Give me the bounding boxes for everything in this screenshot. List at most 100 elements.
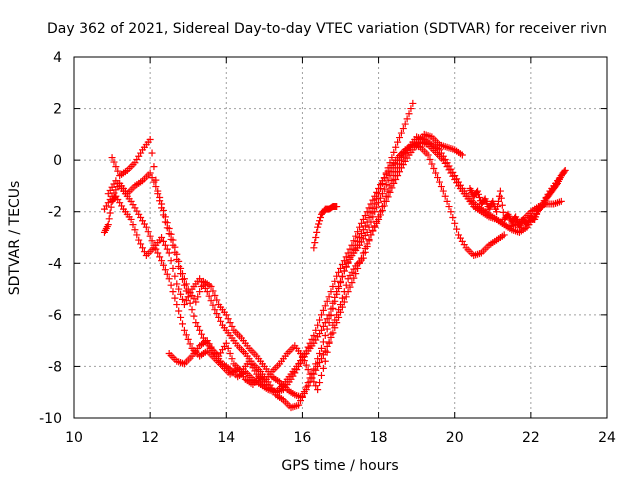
data-point — [428, 160, 436, 168]
data-point — [154, 187, 162, 195]
x-tick-label: 24 — [598, 430, 616, 446]
data-point — [451, 219, 459, 227]
data-point — [173, 250, 181, 258]
data-point — [209, 301, 217, 309]
data-point — [182, 280, 190, 288]
y-tick-label: -6 — [48, 308, 62, 324]
data-point — [298, 393, 306, 401]
data-point — [388, 177, 396, 185]
data-point — [445, 203, 453, 211]
data-point — [105, 215, 113, 223]
data-point — [146, 136, 154, 144]
data-point — [390, 172, 398, 180]
data-point — [158, 257, 166, 265]
y-tick-label: -8 — [48, 359, 62, 375]
data-point — [175, 307, 183, 315]
data-point — [375, 199, 383, 207]
data-point — [329, 329, 337, 337]
data-point — [367, 209, 375, 217]
data-point — [407, 105, 415, 113]
data-point — [327, 305, 335, 313]
data-point — [346, 283, 354, 291]
data-point — [175, 257, 183, 265]
data-point — [169, 236, 177, 244]
data-point — [148, 149, 156, 157]
y-tick-label: -10 — [39, 411, 62, 427]
data-point — [354, 264, 362, 272]
data-point — [348, 241, 356, 249]
data-point — [217, 317, 225, 325]
data-point — [378, 190, 386, 198]
data-point — [348, 279, 356, 287]
data-point — [310, 244, 318, 252]
data-point — [316, 316, 324, 324]
data-point — [312, 382, 320, 390]
y-tick-label: -4 — [48, 256, 62, 272]
data-point — [342, 281, 350, 289]
data-point — [156, 253, 164, 261]
data-point — [308, 374, 316, 382]
data-point — [376, 181, 384, 189]
data-point — [346, 245, 354, 253]
data-point — [159, 261, 167, 269]
data-point — [152, 245, 160, 253]
data-point — [319, 351, 327, 359]
data-point — [333, 203, 341, 211]
plot-frame — [73, 56, 608, 419]
data-point — [329, 282, 337, 290]
data-point — [380, 185, 388, 193]
data-point — [209, 287, 217, 295]
data-point — [365, 235, 373, 243]
data-point — [184, 293, 192, 301]
data-point — [443, 197, 451, 205]
data-point — [356, 259, 364, 267]
data-point — [316, 379, 324, 387]
data-point — [373, 203, 381, 211]
data-point — [175, 285, 183, 293]
data-point — [319, 306, 327, 314]
data-point — [184, 335, 192, 343]
data-point — [361, 212, 369, 220]
data-point — [314, 223, 322, 231]
data-point — [114, 167, 122, 175]
data-point — [314, 386, 322, 394]
data-point — [112, 163, 120, 171]
data-point — [363, 240, 371, 248]
data-point — [338, 294, 346, 302]
data-point — [177, 264, 185, 272]
data-point — [173, 301, 181, 309]
data-point — [392, 168, 400, 176]
data-point — [171, 294, 179, 302]
data-point — [409, 99, 417, 107]
data-point — [177, 290, 185, 298]
data-point — [399, 125, 407, 133]
data-point — [401, 120, 409, 128]
data-point — [390, 148, 398, 156]
data-point — [137, 240, 145, 248]
data-point — [213, 296, 221, 304]
x-tick-label: 10 — [65, 430, 83, 446]
data-point — [211, 306, 219, 314]
data-point — [228, 355, 236, 363]
data-point — [405, 110, 413, 118]
data-point — [306, 339, 314, 347]
data-point — [310, 331, 318, 339]
data-point — [198, 282, 206, 290]
data-point — [317, 214, 325, 222]
y-tick-label: 4 — [53, 50, 62, 66]
data-point — [376, 194, 384, 202]
data-point — [342, 263, 350, 271]
data-point — [396, 160, 404, 168]
data-point — [129, 221, 137, 229]
data-point — [319, 322, 327, 330]
data-point — [354, 237, 362, 245]
data-point — [150, 163, 158, 171]
data-point — [304, 343, 312, 351]
data-point — [165, 249, 173, 257]
data-point — [340, 257, 348, 265]
data-point — [323, 297, 331, 305]
data-point — [302, 386, 310, 394]
data-point — [108, 154, 116, 162]
data-point — [228, 322, 236, 330]
data-point — [177, 313, 185, 321]
